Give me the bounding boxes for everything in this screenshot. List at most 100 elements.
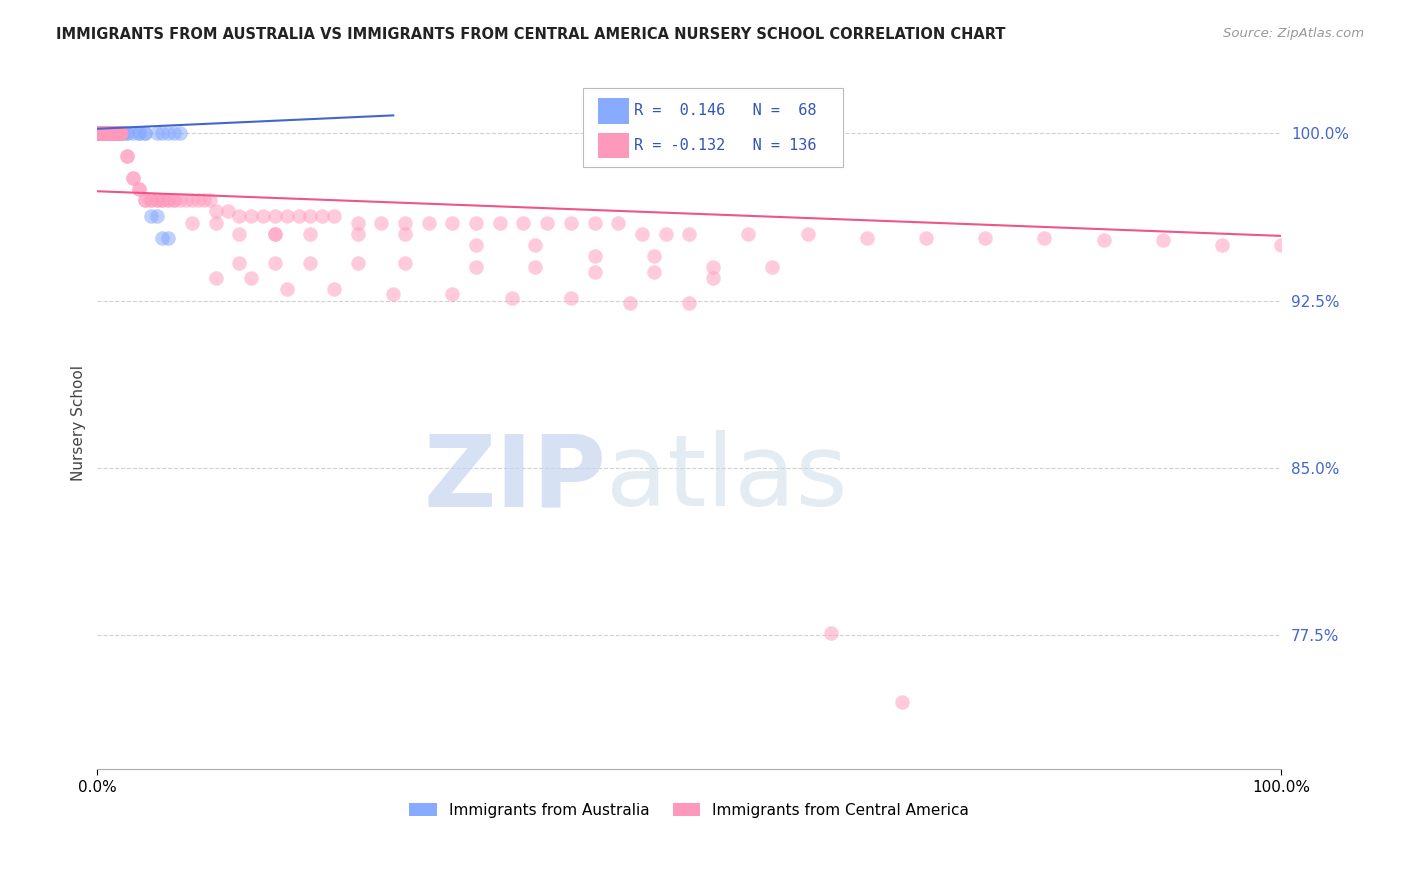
Point <box>702 260 724 274</box>
Point <box>524 260 547 274</box>
Point <box>87 126 110 140</box>
Point <box>97 126 120 140</box>
Point <box>110 126 132 140</box>
Point <box>323 209 346 223</box>
Point <box>93 126 115 140</box>
Point <box>163 193 186 207</box>
Point <box>96 126 118 140</box>
Point <box>702 271 724 285</box>
Point <box>524 237 547 252</box>
Point <box>631 227 654 241</box>
Point <box>101 126 124 140</box>
Point <box>128 182 150 196</box>
Point <box>97 126 120 140</box>
Point <box>418 215 440 229</box>
Point <box>311 209 333 223</box>
Point <box>394 255 416 269</box>
Point <box>157 126 180 140</box>
Point <box>87 126 110 140</box>
Point <box>89 126 111 140</box>
Text: R =  0.146   N =  68: R = 0.146 N = 68 <box>634 103 815 119</box>
Point <box>501 292 523 306</box>
Point <box>121 170 143 185</box>
Point <box>654 227 676 241</box>
Point <box>100 126 122 140</box>
Point <box>110 126 132 140</box>
Point <box>110 126 132 140</box>
Text: Source: ZipAtlas.com: Source: ZipAtlas.com <box>1223 27 1364 40</box>
Point <box>157 193 180 207</box>
Point <box>1033 231 1056 245</box>
Point <box>152 231 174 245</box>
Point <box>91 126 114 140</box>
Point <box>1270 237 1292 252</box>
Text: ZIP: ZIP <box>423 430 606 527</box>
Point <box>382 287 405 301</box>
Point <box>108 126 131 140</box>
Point <box>100 126 122 140</box>
Point <box>796 227 818 241</box>
Point <box>91 126 114 140</box>
Point <box>299 227 322 241</box>
Point <box>145 193 167 207</box>
Point <box>1211 237 1233 252</box>
Point <box>152 193 174 207</box>
Point <box>157 231 180 245</box>
Point <box>240 271 263 285</box>
Point <box>346 255 368 269</box>
Point <box>107 126 129 140</box>
Point <box>91 126 114 140</box>
Point <box>643 249 665 263</box>
Point <box>228 227 250 241</box>
Point <box>110 126 132 140</box>
Point <box>115 126 138 140</box>
Point <box>107 126 129 140</box>
Point <box>583 249 606 263</box>
Point <box>915 231 938 245</box>
Point <box>94 126 117 140</box>
Point <box>264 227 287 241</box>
Point <box>169 126 191 140</box>
Point <box>104 126 127 140</box>
Point <box>761 260 783 274</box>
Point <box>101 126 124 140</box>
Point <box>103 126 125 140</box>
Point <box>90 126 112 140</box>
Point <box>121 170 143 185</box>
Text: IMMIGRANTS FROM AUSTRALIA VS IMMIGRANTS FROM CENTRAL AMERICA NURSERY SCHOOL CORR: IMMIGRANTS FROM AUSTRALIA VS IMMIGRANTS … <box>56 27 1005 42</box>
Point <box>100 126 122 140</box>
Point <box>204 215 226 229</box>
Point <box>115 148 138 162</box>
Point <box>134 126 156 140</box>
Point <box>98 126 121 140</box>
Point <box>252 209 274 223</box>
Point <box>346 215 368 229</box>
Point <box>1152 233 1174 247</box>
Point <box>93 126 115 140</box>
Text: atlas: atlas <box>606 430 848 527</box>
FancyBboxPatch shape <box>582 87 844 168</box>
Point <box>139 193 162 207</box>
Point <box>163 126 186 140</box>
Point <box>1092 233 1115 247</box>
Point <box>100 126 122 140</box>
Point <box>145 126 167 140</box>
Point <box>583 264 606 278</box>
Point <box>488 215 510 229</box>
Point <box>820 626 842 640</box>
Point <box>105 126 128 140</box>
Point <box>560 292 582 306</box>
Point <box>90 126 112 140</box>
Point <box>619 296 641 310</box>
Point <box>93 126 115 140</box>
FancyBboxPatch shape <box>598 133 628 159</box>
Point <box>96 126 118 140</box>
Point <box>108 126 131 140</box>
Point <box>89 126 111 140</box>
Point <box>94 126 117 140</box>
Point <box>94 126 117 140</box>
Point <box>134 193 156 207</box>
Point <box>112 126 135 140</box>
Point <box>97 126 120 140</box>
Point <box>465 260 488 274</box>
